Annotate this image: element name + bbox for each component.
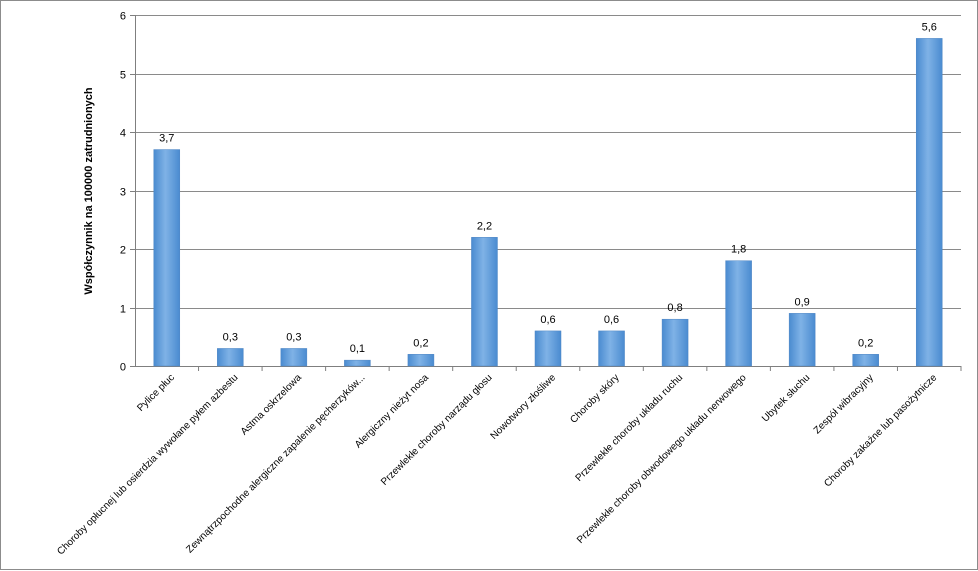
data-label: 0,8 [667,302,682,314]
x-category-label: Ubytek słuchu [760,372,812,424]
y-tick-label: 3 [120,187,126,199]
y-tick-label: 4 [120,128,126,140]
y-tick-label: 0 [120,362,126,374]
bar [217,348,244,367]
data-label: 0,3 [223,331,238,343]
bar [280,348,308,367]
bar [915,38,943,367]
data-label: 0,9 [795,296,810,308]
data-label: 0,6 [604,314,619,326]
y-axis-title: Współczynnik na 100000 zatrudnionych [83,87,95,295]
data-label: 3,7 [159,133,174,145]
x-category-label: Astma oskrzelowa [239,372,304,437]
data-label: 0,1 [350,343,365,355]
bar [344,359,371,367]
bar [407,354,435,367]
x-category-label: Zespół wibracyjny [812,372,876,436]
x-category-label: Pylice płuc [135,372,177,414]
bar [788,313,816,367]
bar [598,330,625,367]
y-tick-label: 5 [120,70,126,82]
bar [725,260,752,367]
data-labels: 3,7 0,3 0,3 0,1 0,2 2,2 0,6 0,6 0,8 1,8 0,9 0,2 5,6 [159,21,937,355]
x-category-label: Nowotwory złośliwe [489,372,559,442]
bar [471,237,498,367]
data-label: 0,6 [540,314,555,326]
gridlines [130,15,962,371]
bar-series [153,38,943,367]
y-tick-label: 2 [120,245,126,257]
bar [852,354,879,367]
x-category-label: Przewlekłe choroby układu ruchu [574,372,686,484]
data-label: 1,8 [731,244,746,256]
y-axis-ticks: 0 1 2 3 4 5 6 [120,11,126,374]
y-tick-label: 1 [120,304,126,316]
data-label: 0,3 [286,331,301,343]
bar [153,149,181,367]
data-label: 2,2 [477,220,492,232]
data-label: 0,2 [858,337,873,349]
data-label: 0,2 [413,337,428,349]
x-category-label: Choroby skóry [568,372,621,425]
x-category-label: Przewlekłe choroby narządu głosu [379,372,494,487]
y-tick-label: 6 [120,11,126,23]
x-category-label: Choroby zakaźne lub pasożytnicze [822,372,939,489]
bar [534,330,562,367]
bar [661,318,689,367]
data-label: 5,6 [922,21,937,33]
